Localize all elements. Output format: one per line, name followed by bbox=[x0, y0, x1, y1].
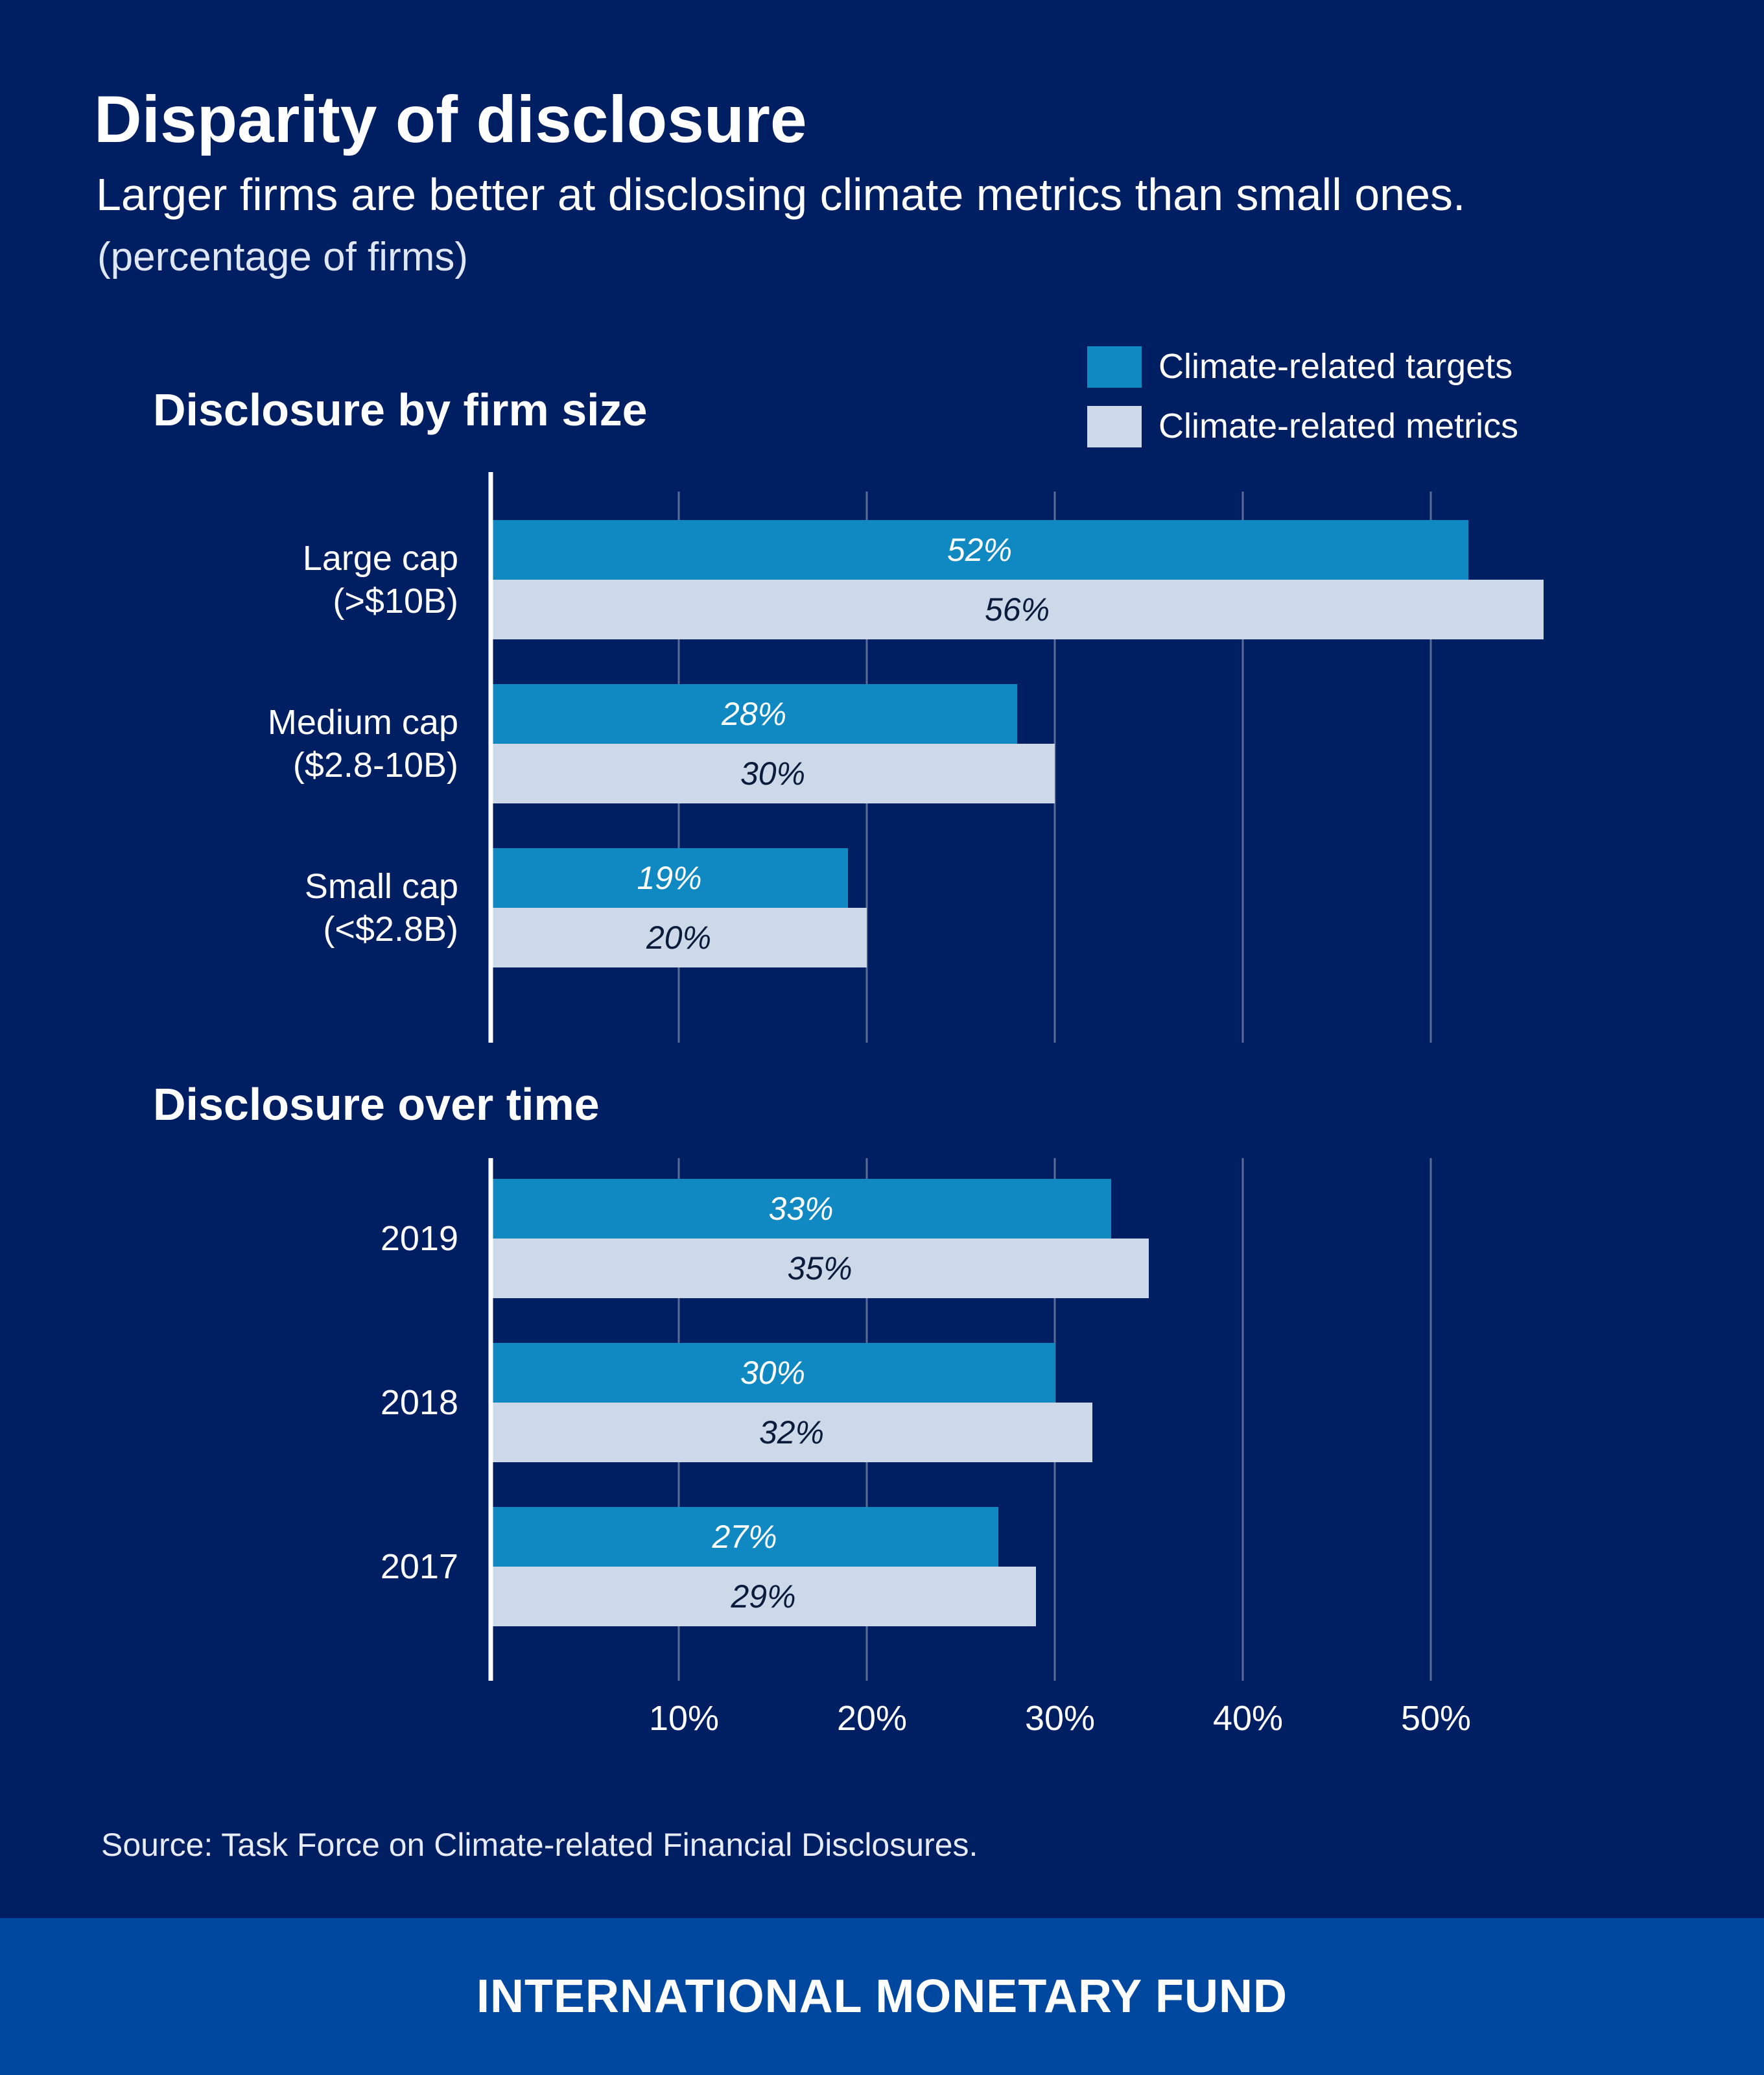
x-tick-label: 30% bbox=[1025, 1699, 1095, 1738]
x-tick-label: 40% bbox=[1213, 1699, 1283, 1738]
panel-title: Disclosure by firm size bbox=[153, 385, 648, 435]
bar-targets bbox=[491, 1343, 1055, 1403]
data-label-targets: 19% bbox=[637, 860, 701, 896]
x-tick-label: 10% bbox=[649, 1699, 719, 1738]
category-label-line: Large cap bbox=[303, 539, 458, 578]
legend-label-metrics: Climate-related metrics bbox=[1158, 407, 1519, 445]
data-label-metrics: 35% bbox=[787, 1250, 852, 1286]
data-label-targets: 33% bbox=[768, 1191, 833, 1227]
legend-label-targets: Climate-related targets bbox=[1158, 347, 1513, 386]
data-label-targets: 28% bbox=[721, 696, 786, 732]
category-label: Small cap (<$2.8B) bbox=[305, 867, 458, 949]
page-subtitle: Larger firms are better at disclosing cl… bbox=[96, 169, 1466, 220]
bar-metrics bbox=[491, 908, 867, 967]
category-label-line: 2017 bbox=[381, 1547, 458, 1586]
data-label-metrics: 30% bbox=[740, 755, 805, 792]
bar-targets bbox=[491, 520, 1468, 580]
data-label-targets: 52% bbox=[947, 532, 1012, 568]
category-label-line: ($2.8-10B) bbox=[293, 746, 458, 785]
legend-item-targets: Climate-related targets bbox=[1087, 344, 1671, 389]
category-label: 2019 bbox=[381, 1219, 458, 1258]
x-tick-label: 50% bbox=[1401, 1699, 1471, 1738]
data-label-metrics: 32% bbox=[759, 1414, 824, 1451]
data-label-metrics: 56% bbox=[985, 591, 1050, 628]
category-label-line: Small cap bbox=[305, 867, 458, 906]
chart-panel-1: Disclosure by firm size 52% 56% Large cap (>… bbox=[153, 385, 1544, 1043]
x-tick-label: 20% bbox=[837, 1699, 907, 1738]
category-label-line: 2019 bbox=[381, 1219, 458, 1258]
category-label-line: (>$10B) bbox=[333, 582, 458, 621]
bar-targets bbox=[491, 1507, 998, 1567]
page-title: Disparity of disclosure bbox=[94, 82, 807, 156]
bar-metrics bbox=[491, 744, 1055, 803]
footer-label: INTERNATIONAL MONETARY FUND bbox=[476, 1971, 1288, 2022]
bar-metrics bbox=[491, 1239, 1149, 1298]
data-label-metrics: 20% bbox=[646, 919, 711, 956]
panel-title: Disclosure over time bbox=[153, 1079, 600, 1130]
bar-metrics bbox=[491, 1567, 1036, 1626]
category-label: 2017 bbox=[381, 1547, 458, 1586]
unit-note: (percentage of firms) bbox=[97, 235, 468, 279]
bar-targets bbox=[491, 848, 848, 908]
bar-chart: Disclosure by firm size 52% 56% Large cap (>… bbox=[153, 385, 1544, 1738]
bar-targets bbox=[491, 1179, 1111, 1239]
legend-swatch-metrics bbox=[1087, 406, 1142, 447]
bar-metrics bbox=[491, 1403, 1092, 1462]
legend-item-metrics: Climate-related metrics bbox=[1087, 403, 1671, 449]
data-label-targets: 27% bbox=[711, 1519, 777, 1555]
bar-targets bbox=[491, 684, 1017, 744]
category-label: 2018 bbox=[381, 1383, 458, 1422]
bar-metrics bbox=[491, 580, 1544, 639]
data-label-targets: 30% bbox=[740, 1355, 805, 1391]
category-label: Large cap (>$10B) bbox=[303, 539, 458, 621]
category-label-line: (<$2.8B) bbox=[323, 910, 458, 949]
source-note: Source: Task Force on Climate-related Fi… bbox=[101, 1827, 978, 1863]
data-label-metrics: 29% bbox=[730, 1578, 795, 1615]
category-label: Medium cap ($2.8-10B) bbox=[268, 703, 458, 785]
footer-bar: INTERNATIONAL MONETARY FUND bbox=[0, 1918, 1764, 2075]
legend-swatch-targets bbox=[1087, 346, 1142, 388]
chart-panel-2: Disclosure over time 33% 35% 2019 30% 32% 2018… bbox=[153, 1079, 1432, 1681]
category-label-line: Medium cap bbox=[268, 703, 458, 742]
category-label-line: 2018 bbox=[381, 1383, 458, 1422]
